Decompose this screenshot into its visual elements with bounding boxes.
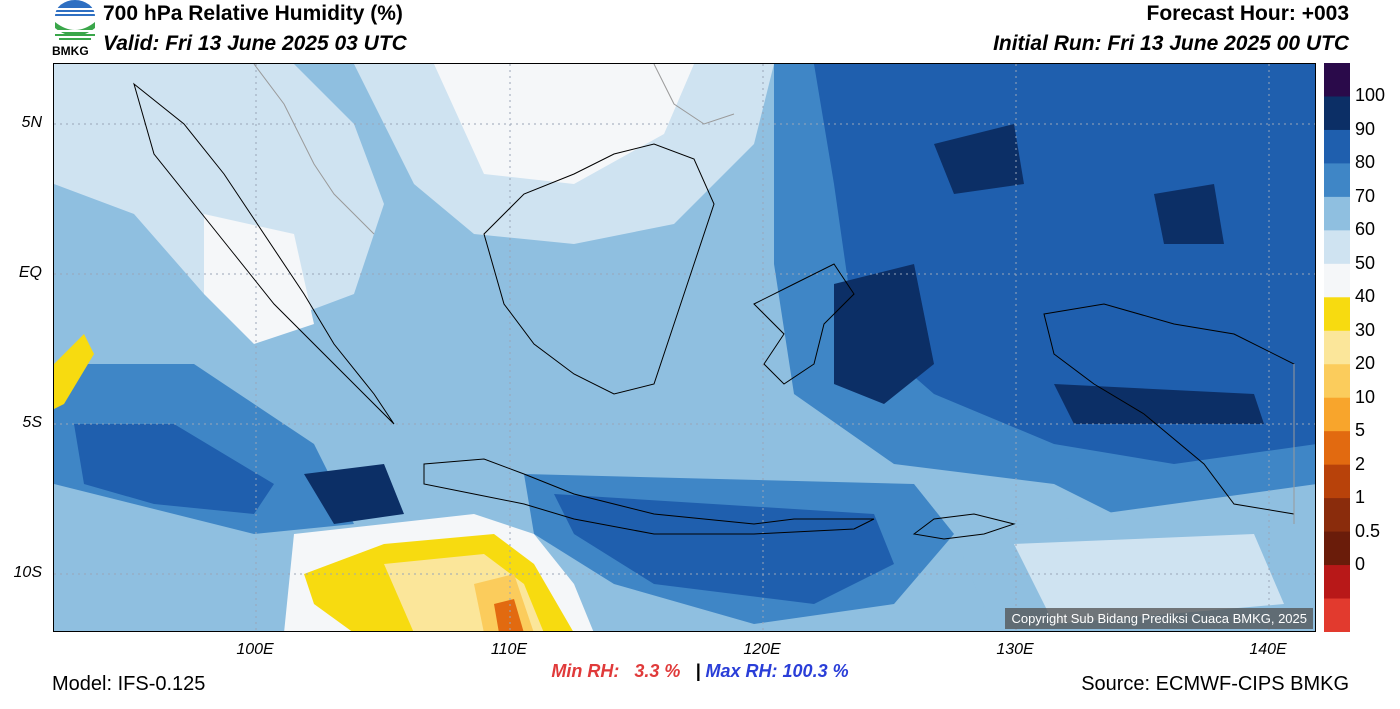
colorbar-segment [1324,598,1350,632]
bmkg-logo-icon [55,0,95,40]
source-info: Source: ECMWF-CIPS BMKG [1081,673,1349,695]
colorbar-segment [1324,565,1350,600]
colorbar-segment [1324,163,1350,198]
colorbar-label: 2 [1355,453,1366,474]
bmkg-logo: BMKG [50,0,100,60]
colorbar-label: 30 [1355,319,1376,340]
rh-stats: Min RH: 3.3 % | Max RH: 100.3 % [0,661,1400,682]
colorbar-label: 50 [1355,252,1376,273]
x-label-140e: 140E [1249,641,1287,658]
colorbar-label: 5 [1355,420,1366,441]
valid-time: Valid: Fri 13 June 2025 03 UTC [103,32,407,55]
copyright-notice: Copyright Sub Bidang Prediksi Cuaca BMKG… [1005,608,1313,629]
colorbar-label: 10 [1355,386,1376,407]
colorbar-segment [1324,531,1350,566]
colorbar-label: 1 [1355,487,1366,508]
forecast-hour: Forecast Hour: +003 [1146,2,1350,25]
logo-text: BMKG [52,44,89,58]
colorbar-label: 90 [1355,118,1376,139]
colorbar-segment [1324,464,1350,499]
colorbar-label: 20 [1355,353,1376,374]
colorbar-label: 70 [1355,185,1376,206]
colorbar-segment [1324,196,1350,231]
colorbar-label: 0 [1355,554,1366,575]
colorbar-segment [1324,431,1350,466]
max-rh: Max RH: 100.3 % [706,661,849,681]
humidity-field [54,64,1315,631]
y-label-5n: 5N [21,114,42,131]
colorbar-label: 40 [1355,286,1376,307]
min-rh-label: Min RH: [551,661,620,681]
max-rh-label: Max RH: [705,661,778,681]
colorbar-segment [1324,397,1350,432]
colorbar-segment [1324,498,1350,533]
colorbar-segment [1324,364,1350,399]
chart-title: 700 hPa Relative Humidity (%) [103,2,403,25]
colorbar-segment [1324,96,1350,131]
humidity-map: Copyright Sub Bidang Prediksi Cuaca BMKG… [53,63,1316,632]
x-label-130e: 130E [996,641,1034,658]
colorbar-label: 60 [1355,219,1376,240]
min-rh-value: 3.3 % [634,661,681,681]
x-label-110e: 110E [490,641,528,658]
model-info: Model: IFS-0.125 [52,673,206,695]
colorbar-segment [1324,330,1350,365]
x-label-100e: 100E [236,641,274,658]
colorbar-segment [1324,129,1350,164]
y-label-10s: 10S [13,564,42,581]
x-label-120e: 120E [743,641,781,658]
y-label-eq: EQ [18,264,42,281]
colorbar [1324,63,1350,632]
max-rh-value: 100.3 % [782,661,849,681]
colorbar-segment [1324,297,1350,332]
colorbar-segment [1324,63,1350,97]
y-label-5s: 5S [22,414,42,431]
colorbar-segment [1324,230,1350,265]
stats-separator: | [695,661,701,681]
colorbar-label: 100 [1355,85,1386,106]
colorbar-label: 0.5 [1355,520,1381,541]
colorbar-label: 80 [1355,152,1376,173]
initial-run: Initial Run: Fri 13 June 2025 00 UTC [993,32,1349,55]
colorbar-segment [1324,263,1350,298]
min-rh: Min RH: 3.3 % [551,661,680,681]
